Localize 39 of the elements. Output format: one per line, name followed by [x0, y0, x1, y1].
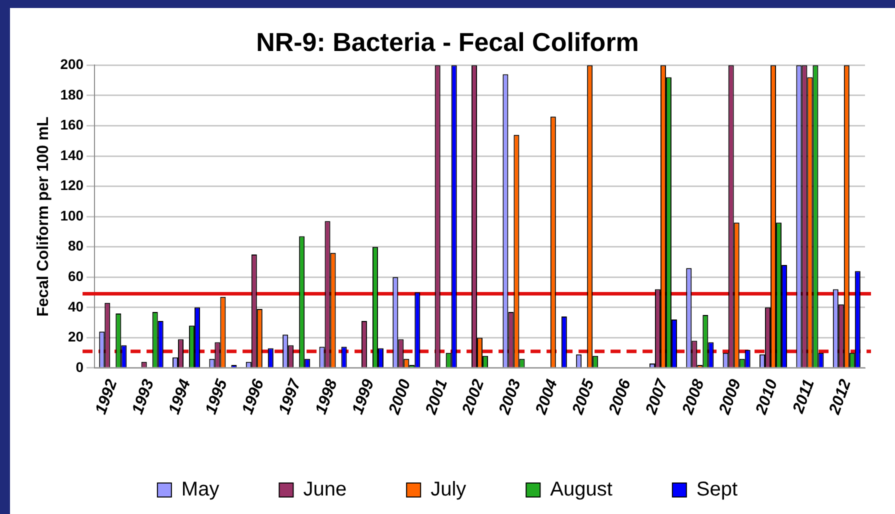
y-tick-label: 200	[60, 56, 84, 72]
y-tick-label: 60	[68, 268, 84, 284]
x-tick-label: 1997	[276, 376, 305, 417]
x-tick-label: 1993	[129, 377, 158, 417]
y-tick-label: 80	[68, 238, 84, 254]
x-tick-label: 1995	[202, 376, 232, 417]
x-tick-label: 1998	[312, 377, 341, 417]
x-tick-label: 2005	[569, 376, 598, 418]
x-tick-label: 1999	[349, 377, 378, 417]
y-tick-label: 120	[60, 177, 84, 194]
x-tick-label: 2008	[679, 377, 708, 418]
legend-label: August	[550, 478, 613, 501]
x-tick-label: 2000	[386, 377, 414, 418]
y-tick-label: 180	[60, 86, 84, 102]
x-tick-label: 1996	[239, 377, 268, 417]
x-tick-label: 1994	[166, 377, 194, 417]
legend-label: Sept	[696, 478, 738, 501]
x-tick-label: 2012	[826, 377, 855, 418]
y-tick-label: 20	[68, 328, 84, 345]
legend-label: July	[430, 478, 466, 501]
x-tick-label: 2004	[532, 377, 562, 418]
chart-title: NR-9: Bacteria - Fecal Coliform	[256, 26, 639, 57]
y-tick-label: 100	[60, 207, 84, 224]
y-tick-label: 160	[60, 116, 84, 133]
y-tick-label: 140	[60, 146, 84, 163]
x-tick-label: 2010	[752, 377, 782, 418]
legend-label: May	[181, 478, 220, 501]
x-tick-label: 2003	[496, 377, 524, 418]
y-tick-label: 40	[68, 298, 84, 314]
x-tick-label: 1992	[92, 377, 121, 417]
y-axis-title: Fecal Coliform per 100 mL	[35, 116, 52, 317]
x-tick-label: 2007	[642, 376, 672, 418]
legend-label: June	[303, 478, 347, 501]
y-tick-label: 0	[76, 358, 84, 375]
x-tick-label: 2002	[459, 377, 488, 418]
x-tick-label: 2006	[606, 377, 634, 418]
x-tick-label: 2011	[790, 377, 818, 416]
x-tick-label: 2001	[422, 377, 452, 418]
x-tick-label: 2009	[716, 377, 745, 418]
